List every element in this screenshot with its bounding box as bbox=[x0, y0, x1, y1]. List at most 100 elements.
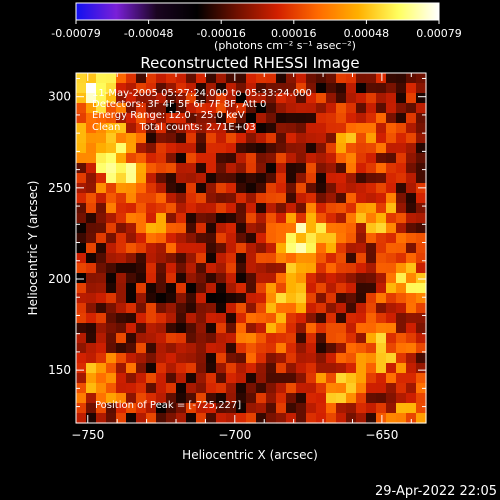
heatmap-cell bbox=[366, 333, 377, 344]
heatmap-cell bbox=[416, 353, 427, 364]
heatmap-cell bbox=[266, 323, 277, 334]
heatmap-cell bbox=[136, 83, 147, 94]
heatmap-cell bbox=[96, 343, 107, 354]
heatmap-cell bbox=[176, 173, 187, 184]
heatmap-cell bbox=[386, 263, 397, 274]
heatmap-cell bbox=[286, 283, 297, 294]
heatmap-cell bbox=[186, 223, 197, 234]
heatmap-cell bbox=[286, 373, 297, 384]
heatmap-cell bbox=[226, 153, 237, 164]
heatmap-cell bbox=[146, 253, 157, 264]
heatmap-cell bbox=[126, 403, 137, 414]
heatmap-cell bbox=[246, 203, 257, 214]
heatmap-cell bbox=[346, 173, 357, 184]
heatmap-cell bbox=[336, 113, 347, 124]
heatmap-cell bbox=[276, 273, 287, 284]
heatmap-cell bbox=[316, 223, 327, 234]
heatmap-cell bbox=[416, 213, 427, 224]
heatmap-cell bbox=[186, 83, 197, 94]
heatmap-cell bbox=[226, 343, 237, 354]
heatmap-cell bbox=[336, 353, 347, 364]
heatmap-cell bbox=[286, 213, 297, 224]
heatmap-cell bbox=[246, 413, 257, 424]
heatmap-cell bbox=[76, 313, 87, 324]
heatmap-cell bbox=[346, 143, 357, 154]
heatmap-cell bbox=[166, 203, 177, 214]
heatmap-cell bbox=[136, 293, 147, 304]
heatmap-cell bbox=[346, 273, 357, 284]
heatmap-cell bbox=[136, 133, 147, 144]
heatmap-cell bbox=[76, 403, 87, 414]
heatmap-cell bbox=[286, 273, 297, 284]
heatmap-cell bbox=[316, 163, 327, 174]
heatmap-cell bbox=[376, 113, 387, 124]
heatmap-cell bbox=[246, 213, 257, 224]
heatmap-cell bbox=[116, 353, 127, 364]
heatmap-cell bbox=[256, 313, 267, 324]
heatmap-cell bbox=[366, 343, 377, 354]
heatmap-cell bbox=[166, 83, 177, 94]
heatmap-cell bbox=[96, 103, 107, 114]
heatmap-cell bbox=[196, 223, 207, 234]
heatmap-cell bbox=[386, 373, 397, 384]
heatmap-cell bbox=[176, 413, 187, 424]
heatmap-cell bbox=[116, 343, 127, 354]
heatmap-cell bbox=[306, 363, 317, 374]
heatmap-cell bbox=[146, 183, 157, 194]
heatmap-cell bbox=[266, 123, 277, 134]
heatmap-cell bbox=[286, 153, 297, 164]
heatmap-cell bbox=[296, 233, 307, 244]
heatmap-cell bbox=[246, 383, 257, 394]
heatmap-cell bbox=[146, 163, 157, 174]
colorbar: -0.00079 -0.00048 -0.00016 0.00016 0.00048 0.… bbox=[51, 2, 462, 52]
heatmap-cell bbox=[166, 263, 177, 274]
heatmap-cell bbox=[116, 123, 127, 134]
heatmap-cell bbox=[336, 253, 347, 264]
heatmap-cell bbox=[196, 363, 207, 374]
heatmap-cell bbox=[206, 123, 217, 134]
heatmap-cell bbox=[336, 303, 347, 314]
heatmap-cell bbox=[306, 103, 317, 114]
heatmap-cell bbox=[76, 363, 87, 374]
heatmap-cell bbox=[106, 73, 117, 84]
heatmap-cell bbox=[306, 303, 317, 314]
heatmap-cell bbox=[176, 93, 187, 104]
chart-title: Reconstructed RHESSI Image bbox=[140, 54, 359, 72]
heatmap-cell bbox=[146, 263, 157, 274]
heatmap-cell bbox=[126, 383, 137, 394]
info-time-range: 11-May-2005 05:27:24.000 to 05:33:24.000 bbox=[92, 88, 312, 99]
heatmap-cell bbox=[336, 73, 347, 84]
heatmap-cell bbox=[166, 293, 177, 304]
heatmap-cell bbox=[106, 273, 117, 284]
heatmap-cell bbox=[346, 323, 357, 334]
heatmap-cell bbox=[106, 213, 117, 224]
heatmap-cell bbox=[406, 183, 417, 194]
heatmap-cell bbox=[246, 303, 257, 314]
heatmap-cell bbox=[376, 323, 387, 334]
heatmap-cell bbox=[156, 283, 167, 294]
heatmap-cell bbox=[396, 103, 407, 114]
heatmap-cell bbox=[366, 403, 377, 414]
heatmap-cell bbox=[296, 163, 307, 174]
heatmap-cell bbox=[186, 293, 197, 304]
heatmap-cell bbox=[276, 263, 287, 274]
heatmap-cell bbox=[136, 73, 147, 84]
heatmap-cell bbox=[276, 343, 287, 354]
heatmap-cell bbox=[346, 333, 357, 344]
heatmap-cell bbox=[356, 333, 367, 344]
heatmap-cell bbox=[286, 353, 297, 364]
heatmap-cell bbox=[386, 143, 397, 154]
heatmap-cell bbox=[296, 383, 307, 394]
heatmap-cell bbox=[386, 193, 397, 204]
heatmap-cell bbox=[256, 323, 267, 334]
heatmap-cell bbox=[146, 323, 157, 334]
heatmap-cell bbox=[76, 393, 87, 404]
heatmap-cell bbox=[116, 313, 127, 324]
heatmap-cell bbox=[216, 193, 227, 204]
heatmap-cell bbox=[136, 233, 147, 244]
heatmap-cell bbox=[96, 393, 107, 404]
heatmap-cell bbox=[96, 83, 107, 94]
heatmap-cell bbox=[126, 363, 137, 374]
heatmap-cell bbox=[336, 293, 347, 304]
heatmap-cell bbox=[416, 193, 427, 204]
